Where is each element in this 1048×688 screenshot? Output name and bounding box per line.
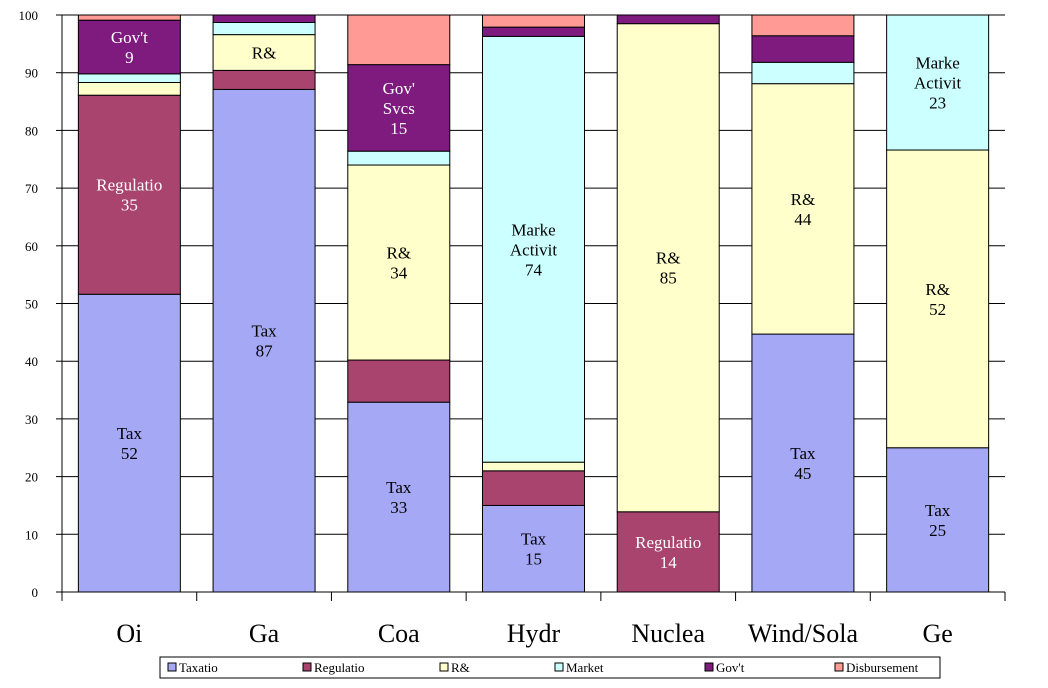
- bar-segment: [751, 83, 855, 335]
- legend-swatch: [704, 662, 714, 672]
- y-tick-label: 30: [25, 412, 38, 427]
- legend-swatch: [302, 662, 312, 672]
- bar-segment: [347, 164, 451, 361]
- x-tick-label: Oi: [116, 619, 142, 648]
- y-tick-label: 80: [25, 123, 38, 138]
- bar-segment: [482, 504, 585, 593]
- data-label: Regulatio 14: [635, 533, 701, 572]
- data-label: R&: [252, 44, 277, 63]
- legend-label: Disbursement: [846, 660, 919, 675]
- bar-segment: [751, 35, 855, 63]
- legend-swatch: [167, 662, 177, 672]
- bar-segment: [751, 61, 855, 85]
- bar-segment: [347, 401, 451, 593]
- bar-segment: [77, 94, 181, 295]
- bar-segment: [886, 14, 990, 151]
- x-tick-label: Ge: [922, 619, 952, 648]
- bar-segment: [482, 470, 585, 506]
- bar-segment: [616, 23, 720, 513]
- legend-label: Taxatio: [179, 660, 218, 675]
- bar-segment: [482, 461, 585, 472]
- bar-segment: [77, 82, 181, 96]
- x-tick-label: Wind/Sola: [748, 619, 859, 648]
- data-label: Tax 15: [521, 530, 547, 569]
- y-tick-label: 0: [32, 585, 39, 600]
- x-tick-label: Coa: [378, 619, 420, 648]
- legend: Taxatio Regulatio R& Market Gov't Disbursemen…: [159, 656, 941, 679]
- data-label: Marke Activit 23: [914, 54, 961, 113]
- bar-segment: [482, 35, 585, 463]
- legend-item: Market: [554, 660, 604, 675]
- y-tick-label: 60: [25, 239, 38, 254]
- bar-segment: [77, 14, 181, 21]
- legend-box: [159, 656, 941, 679]
- data-label: Tax 33: [386, 478, 412, 517]
- data-label: Tax 52: [117, 424, 143, 463]
- bar-segment: [616, 14, 720, 25]
- category-labels: Oi Ga Coa Hydr Nuclea Wind/Sola Ge: [116, 619, 952, 648]
- y-tick-label: 20: [25, 470, 38, 485]
- data-label: Tax 87: [251, 322, 277, 361]
- legend-swatch: [834, 662, 844, 672]
- bar-segment: [616, 511, 720, 593]
- data-label: Regulatio 35: [96, 176, 162, 215]
- data-label: R& 44: [791, 190, 816, 229]
- data-label: Gov' Svcs 15: [383, 79, 415, 138]
- y-tick-label: 40: [25, 354, 38, 369]
- bars: [77, 14, 990, 593]
- bar-segment: [347, 150, 451, 166]
- legend-swatch: [439, 662, 449, 672]
- bar-segment: [77, 73, 181, 84]
- x-tick-label: Hydr: [507, 619, 561, 648]
- y-tick-label: 70: [25, 181, 38, 196]
- y-tick-label: 50: [25, 297, 38, 312]
- data-label: Marke Activit 74: [510, 220, 557, 279]
- bar-segment: [347, 359, 451, 403]
- legend-item: R&: [439, 660, 470, 675]
- data-label: R& 34: [387, 244, 412, 283]
- bar-segment: [751, 333, 855, 593]
- legend-item: Disbursement: [834, 660, 919, 675]
- data-label: R& 85: [656, 249, 681, 288]
- y-tick-label: 90: [25, 66, 38, 81]
- legend-label: Market: [566, 660, 604, 675]
- data-label: Gov't 9: [111, 28, 148, 67]
- data-label: R& 52: [925, 280, 950, 319]
- bar-segment: [751, 14, 855, 37]
- bar-segment: [77, 19, 181, 75]
- legend-item: Gov't: [704, 660, 745, 675]
- y-tick-label: 10: [25, 527, 38, 542]
- data-label: Tax 25: [925, 501, 951, 540]
- y-axis-ticks: 0 10 20 30 40 50 60 70 80 90 100: [19, 8, 62, 600]
- x-tick-label: Nuclea: [631, 619, 705, 648]
- legend-item: Regulatio: [302, 660, 365, 675]
- data-label: Tax 45: [790, 444, 816, 483]
- bar-segment: [212, 22, 316, 36]
- legend-label: Regulatio: [314, 660, 365, 675]
- legend-swatch: [554, 662, 564, 672]
- x-tick-label: Ga: [249, 619, 280, 648]
- bar-segment: [482, 26, 585, 37]
- bar-segment: [212, 34, 316, 71]
- bar-segment: [212, 69, 316, 90]
- legend-label: Gov't: [716, 660, 745, 675]
- legend-item: Taxatio: [167, 660, 218, 675]
- bar-segment: [886, 149, 990, 449]
- bar-segment: [212, 14, 316, 24]
- y-tick-label: 100: [19, 8, 39, 23]
- data-labels: Tax 52 Regulatio 35 Gov't 9 Tax 87 R&Tax 33 R& 34 Go…: [96, 28, 961, 572]
- bar-segment: [347, 14, 451, 66]
- axes: [61, 15, 1006, 601]
- bar-segment: [482, 14, 585, 28]
- legend-label: R&: [451, 660, 470, 675]
- bar-segment: [886, 447, 990, 593]
